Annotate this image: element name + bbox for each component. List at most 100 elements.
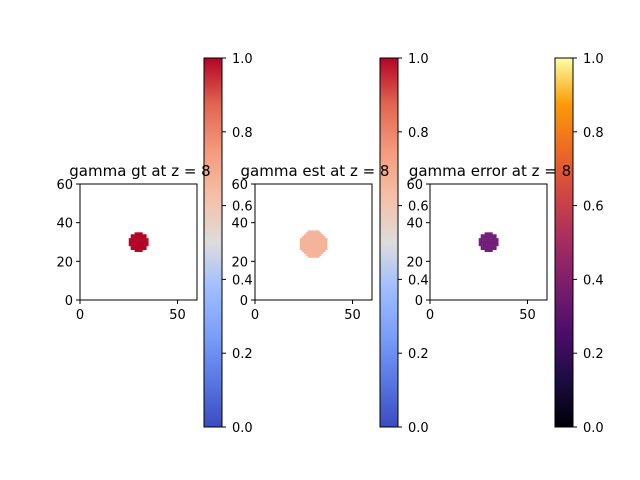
blob-cell — [488, 242, 491, 245]
blob-cell — [325, 240, 328, 243]
blob-cell — [138, 238, 141, 241]
blob-cell — [301, 249, 305, 252]
blob-cell — [484, 234, 487, 237]
blob-cell — [311, 242, 314, 245]
blob-cell — [138, 242, 141, 245]
blob-cell — [319, 249, 322, 252]
blob-cell — [325, 243, 328, 247]
blob-cell — [313, 243, 316, 247]
blob-cell — [321, 245, 324, 249]
blob-cell — [315, 253, 318, 256]
blob-cell — [303, 242, 306, 245]
blob-cell — [309, 240, 312, 243]
blob-cell — [144, 242, 147, 245]
blob-cell — [134, 240, 137, 243]
blob-cell — [323, 245, 326, 249]
blob-cell — [299, 240, 303, 243]
blob-cell — [301, 238, 305, 241]
blob-cell — [317, 245, 320, 249]
blob-cell — [305, 238, 308, 241]
blob-cell — [315, 234, 318, 237]
blob-cell — [311, 247, 314, 251]
blob-cell — [299, 242, 303, 245]
blob-cell — [315, 230, 318, 233]
blob-cell — [140, 236, 143, 239]
blob-cell — [305, 236, 308, 239]
blob-cell — [136, 245, 139, 249]
blob-cell — [311, 230, 314, 233]
blob-cell — [317, 243, 320, 247]
blob-cell — [142, 242, 145, 245]
blob-cell — [317, 249, 320, 252]
blob-cell — [317, 242, 320, 245]
blob-cell — [136, 249, 139, 252]
blob-cell — [144, 234, 147, 237]
blob-cell — [130, 247, 133, 251]
colorbar-2: 0.0 0.2 0.4 0.6 0.8 1.0 — [379, 52, 429, 436]
blob-cell — [146, 242, 149, 245]
blob-cell — [496, 242, 499, 245]
blob-cell — [488, 234, 491, 237]
blob-cell — [317, 232, 320, 235]
blob-cell — [301, 247, 305, 251]
blob-cell — [303, 240, 306, 243]
blob-cell — [303, 243, 306, 247]
blob-cell — [323, 243, 326, 247]
blob-cell — [488, 236, 491, 239]
blob-cell — [130, 240, 133, 243]
blob-cell — [496, 238, 499, 241]
blob-cell — [140, 247, 143, 251]
y-tick-label: 0 — [65, 294, 73, 309]
blob-cell — [482, 240, 485, 243]
blob-cell — [486, 242, 489, 245]
blob-cell — [134, 232, 137, 235]
blob-cell — [490, 245, 493, 249]
blob-cell — [494, 238, 497, 241]
blob-cell — [478, 240, 481, 243]
blob-cell — [482, 238, 485, 241]
blob-cell — [319, 242, 322, 245]
blob-cell — [486, 243, 489, 247]
blob-cell — [482, 245, 485, 249]
colorbar-3: 0.0 0.2 0.4 0.6 0.8 1.0 — [554, 52, 604, 436]
blob-cell — [488, 247, 491, 251]
blob-cell — [321, 243, 324, 247]
blob-cell — [305, 251, 308, 254]
blob-cell — [305, 243, 308, 247]
blob-cell — [307, 249, 310, 252]
blob-cell — [309, 242, 312, 245]
blob-cell — [492, 242, 495, 245]
blob-cell — [130, 243, 133, 247]
blob-cell — [311, 251, 314, 254]
blob-cell — [490, 238, 493, 241]
blob-cell — [136, 238, 139, 241]
colorbar-2-ticks: 0.0 0.2 0.4 0.6 0.8 1.0 — [398, 52, 429, 436]
blob-cell — [142, 238, 145, 241]
blob-cell — [494, 247, 497, 251]
blob-cell — [315, 232, 318, 235]
blob-cell — [307, 243, 310, 247]
blob-cell — [317, 230, 320, 233]
blob-cell — [323, 242, 326, 245]
blob-cell — [484, 236, 487, 239]
colorbar-tick-label: 0.6 — [408, 200, 429, 215]
blob-cell — [134, 234, 137, 237]
blob-cell — [307, 253, 310, 256]
y-tick-label: 20 — [406, 255, 423, 270]
blob-cell — [319, 251, 322, 254]
blob-cell — [478, 243, 481, 247]
blob-cell — [486, 236, 489, 239]
blob-cell — [301, 236, 305, 239]
colorbar-1-ticks: 0.0 0.2 0.4 0.6 0.8 1.0 — [222, 52, 253, 436]
blob-cell — [317, 240, 320, 243]
colorbar-tick-label: 1.0 — [232, 52, 253, 67]
blob-cell — [321, 249, 324, 252]
blob-cell — [305, 234, 308, 237]
blob-cell — [490, 242, 493, 245]
blob-cell — [134, 238, 137, 241]
blob-cell — [480, 236, 483, 239]
blob-cell — [315, 240, 318, 243]
blob-cell — [313, 234, 316, 237]
blob-cell — [492, 234, 495, 237]
blob-cell — [303, 238, 306, 241]
